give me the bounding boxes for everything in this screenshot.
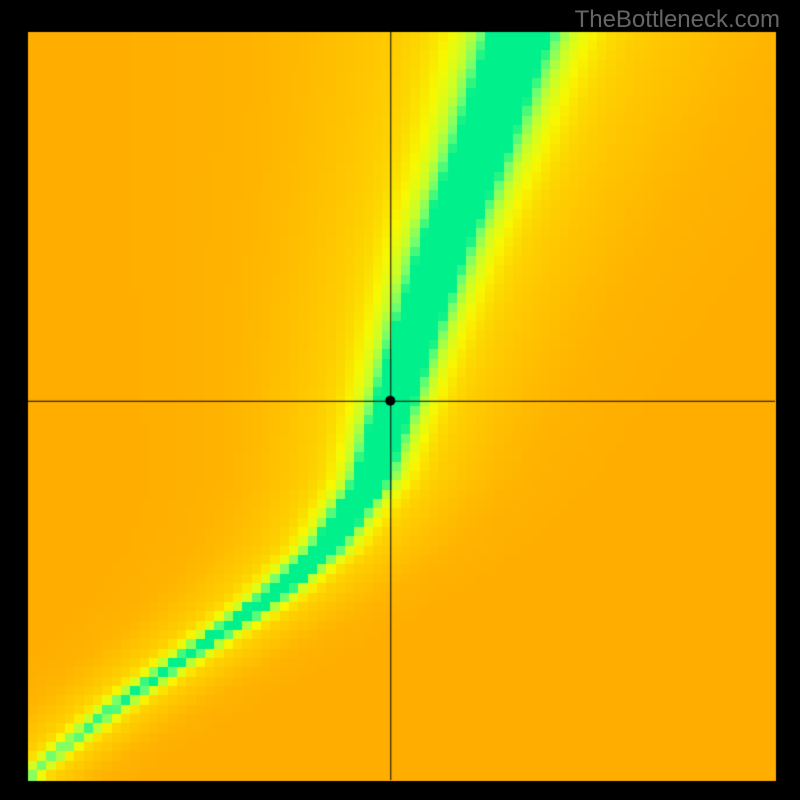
chart-container: TheBottleneck.com bbox=[0, 0, 800, 800]
heatmap-plot bbox=[0, 0, 800, 800]
watermark-text: TheBottleneck.com bbox=[575, 6, 780, 34]
